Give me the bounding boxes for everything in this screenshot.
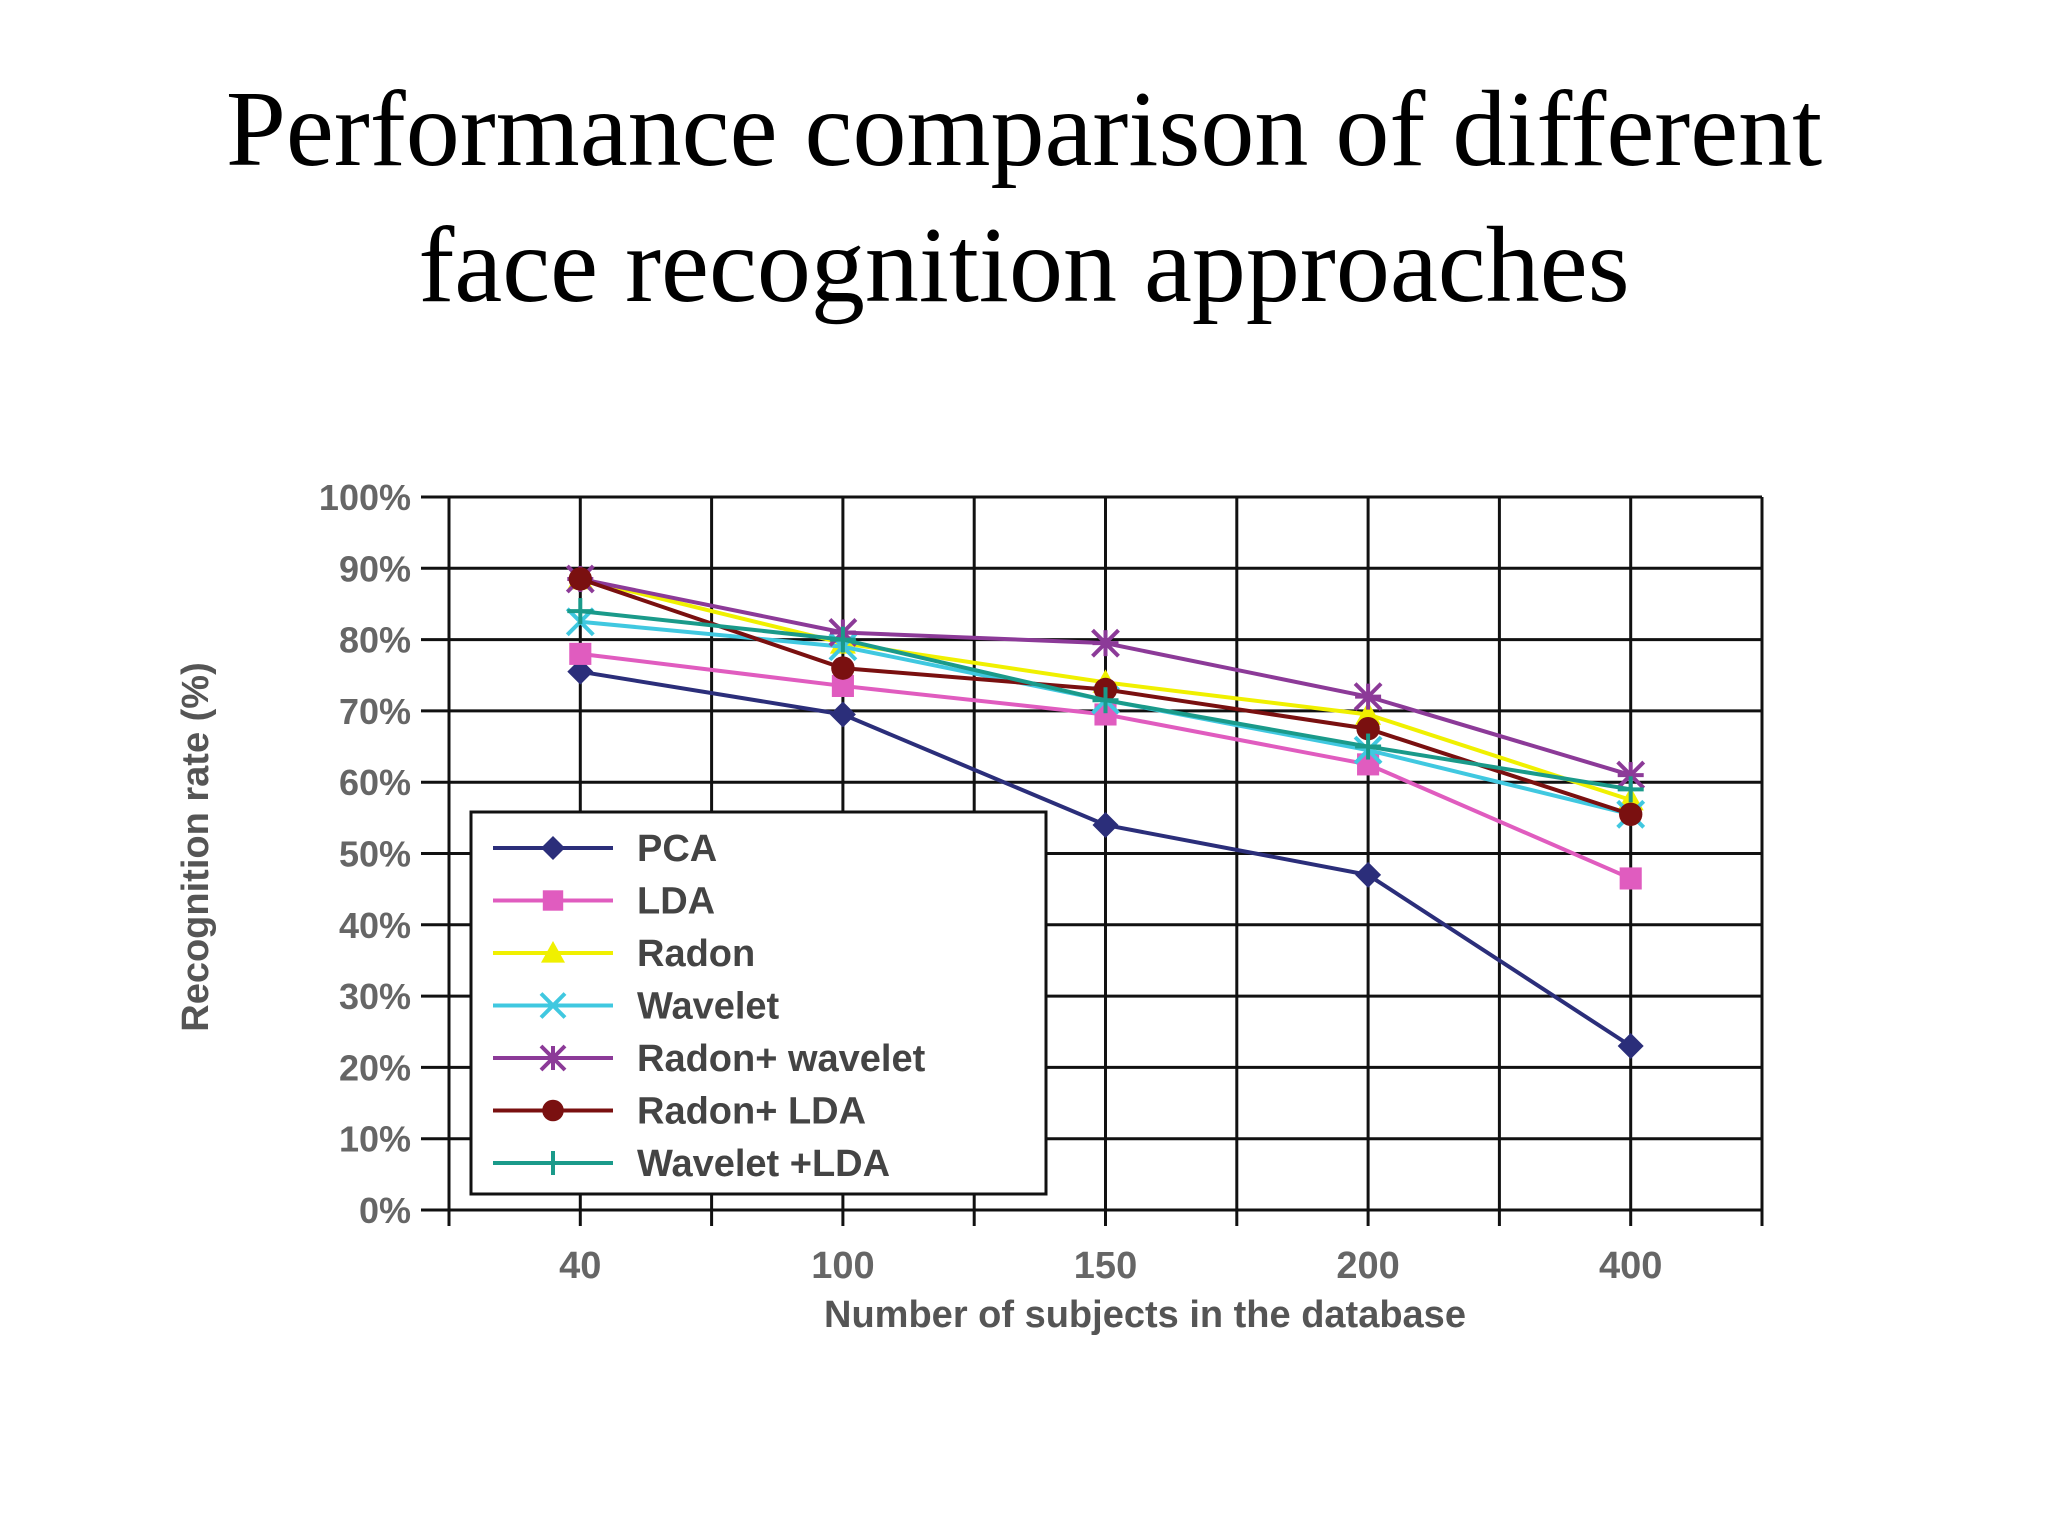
y-tick-label: 80% — [339, 620, 411, 661]
series-pca — [567, 658, 1644, 1060]
point-marker — [541, 941, 565, 963]
point-marker — [1357, 753, 1380, 776]
series-wavelet-lda — [567, 598, 1644, 803]
x-axis-title: Number of subjects in the database — [824, 1294, 1466, 1336]
y-tick-label: 10% — [339, 1119, 411, 1160]
x-tick-label: 150 — [1074, 1245, 1137, 1287]
legend-label: Radon+ wavelet — [637, 1038, 926, 1080]
point-marker — [1355, 861, 1382, 888]
point-marker — [829, 626, 856, 653]
point-marker — [1355, 733, 1382, 760]
slide-title-line-2: face recognition approaches — [418, 206, 1630, 325]
point-marker — [1353, 682, 1383, 712]
legend-item: Radon+ wavelet — [493, 1038, 926, 1080]
point-marker — [542, 1099, 564, 1122]
point-marker — [1617, 776, 1644, 803]
y-tick-label: 90% — [339, 548, 411, 589]
legend-label: Radon+ LDA — [637, 1091, 866, 1133]
point-marker — [1619, 802, 1643, 826]
x-tick-label: 400 — [1599, 1245, 1662, 1287]
legend-label: LDA — [637, 881, 715, 923]
y-tick-label: 60% — [339, 762, 411, 803]
point-marker — [1619, 867, 1642, 890]
point-marker — [1616, 760, 1646, 790]
y-tick-label: 40% — [339, 905, 411, 946]
legend-item: Radon+ LDA — [493, 1091, 866, 1133]
y-tick-label: 20% — [339, 1047, 411, 1088]
x-tick-label: 100 — [811, 1245, 874, 1287]
point-marker — [831, 674, 854, 697]
y-tick-label: 50% — [339, 834, 411, 875]
slide-title: Performance comparison of different face… — [0, 62, 2048, 334]
legend-label: Wavelet — [637, 986, 780, 1028]
legend-item: LDA — [493, 881, 715, 923]
point-marker — [1091, 628, 1120, 658]
point-marker — [567, 658, 594, 685]
point-marker — [567, 598, 594, 625]
point-marker — [829, 701, 856, 728]
y-tick-label: 70% — [339, 691, 411, 732]
legend-item: Wavelet — [493, 986, 780, 1028]
series-lda — [569, 642, 1642, 890]
point-marker — [568, 567, 592, 591]
x-tick-label: 40 — [559, 1245, 601, 1287]
y-tick-label: 100% — [319, 477, 411, 518]
point-marker — [541, 836, 565, 860]
legend-label: PCA — [637, 828, 717, 870]
point-marker — [1092, 811, 1119, 838]
point-marker — [831, 656, 855, 680]
marker-stroke — [539, 992, 567, 1019]
legend-label: Radon — [637, 933, 755, 975]
legend: PCA LDA Radon Wavelet Radon+ wavelet Radon+ L… — [469, 810, 1048, 1196]
point-marker — [539, 992, 567, 1019]
legend-item: Wavelet +LDA — [493, 1143, 890, 1185]
legend-box — [469, 810, 1048, 1196]
point-marker — [539, 1044, 567, 1072]
point-marker — [542, 890, 564, 911]
legend-item: Radon — [493, 933, 755, 975]
axes: 0% 10% 20% 30% 40% 50% 60% 70% 80% 90% 100% 40 100 15… — [319, 477, 1662, 1287]
series-group — [565, 564, 1646, 1060]
point-marker — [1617, 1033, 1644, 1060]
point-marker — [1092, 687, 1119, 714]
legend-label: Wavelet +LDA — [637, 1143, 890, 1185]
legend-item: PCA — [493, 828, 717, 870]
x-tick-label: 200 — [1336, 1245, 1399, 1287]
point-marker — [569, 642, 592, 665]
y-axis-title: Recognition rate (%) — [175, 662, 217, 1031]
point-marker — [541, 1151, 565, 1175]
slide-title-line-1: Performance comparison of different — [225, 70, 1823, 189]
y-tick-label: 30% — [339, 976, 411, 1017]
point-marker — [1356, 717, 1380, 741]
y-tick-label: 0% — [359, 1190, 411, 1231]
point-marker — [1094, 703, 1117, 726]
